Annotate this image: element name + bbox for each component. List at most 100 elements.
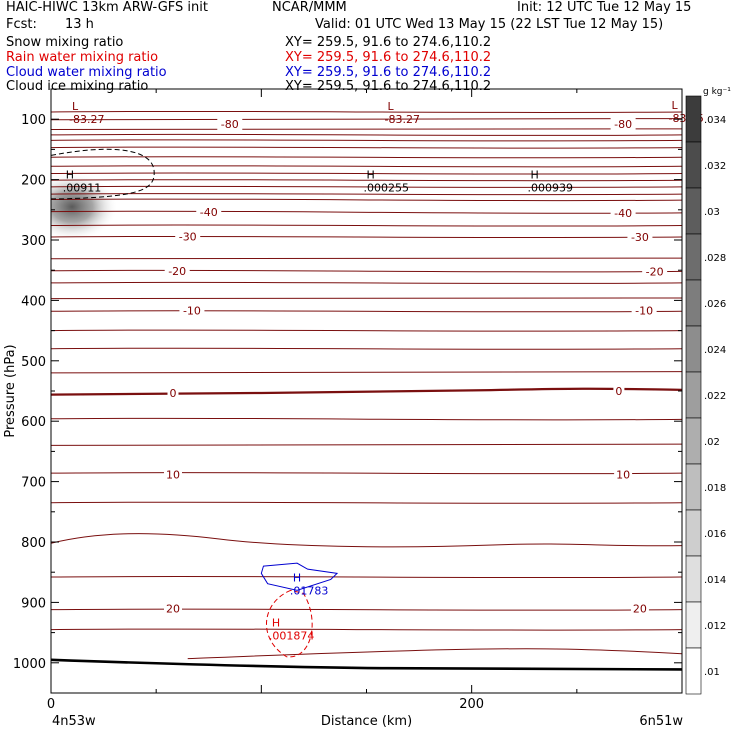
colorbar-tick-label: .014 <box>704 575 726 586</box>
colorbar-tick-label: .012 <box>704 621 726 632</box>
x-start-label: 4n53w <box>52 714 96 729</box>
colorbar-unit: g kg⁻¹ <box>703 87 731 97</box>
valid-label: Valid: 01 UTC Wed 13 May 15 (22 LST Tue … <box>315 17 664 32</box>
colorbar-tick-label: .026 <box>704 299 726 310</box>
rain-water-contour <box>265 589 313 658</box>
isotherm-label-bg <box>610 205 636 219</box>
colorbar-tick-label: .03 <box>704 207 720 218</box>
isotherm-line <box>51 165 682 168</box>
isotherm-label: 20 <box>633 602 647 615</box>
y-tick-label: 800 <box>21 536 46 551</box>
extremum-marker: L <box>388 100 395 113</box>
isotherm-line <box>51 575 682 579</box>
extremum-marker: H <box>293 571 301 584</box>
isotherm-line <box>51 210 682 214</box>
isotherm-line <box>51 608 682 611</box>
isotherm-label: -30 <box>179 230 197 243</box>
isotherm-label: -80 <box>221 118 239 131</box>
isotherm-line <box>51 235 682 239</box>
extremum-marker: H <box>66 168 74 181</box>
cloud-water-contour <box>260 562 339 591</box>
x-tick-label: 0 <box>47 697 55 712</box>
isotherm-label: -30 <box>631 231 649 244</box>
isotherm-label: 0 <box>169 387 176 400</box>
isotherm-line <box>51 110 682 114</box>
y-tick-label: 400 <box>21 294 46 309</box>
isotherm-label-bg <box>167 385 179 399</box>
isotherm-line <box>51 146 682 149</box>
isotherm-line <box>51 156 682 159</box>
colorbar-segment <box>685 417 702 465</box>
extremum-marker: H <box>531 168 539 181</box>
y-tick-label: 300 <box>21 234 46 249</box>
isotherm-line <box>51 128 682 131</box>
isotherm-line <box>51 185 682 188</box>
colorbar-segment <box>685 233 702 281</box>
snow-contour <box>51 148 155 200</box>
y-tick-label: 700 <box>21 476 46 491</box>
model-title: HAIC-HIWC 13km ARW-GFS init <box>6 0 208 15</box>
extremum-value: .00911 <box>63 181 101 194</box>
extremum-value: .000255 <box>364 181 410 194</box>
y-tick-label: 100 <box>21 113 46 128</box>
isotherm-line <box>51 198 682 202</box>
field-name-cloud-water: Cloud water mixing ratio <box>6 65 167 80</box>
isotherm-label: 20 <box>166 602 180 615</box>
colorbar-segment <box>685 463 702 511</box>
isotherm-line <box>51 133 682 136</box>
isotherm-label-bg <box>642 264 668 278</box>
y-tick-label: 1000 <box>13 657 46 672</box>
colorbar-tick-label: .02 <box>704 437 720 448</box>
colorbar-segment <box>685 555 702 603</box>
isotherm-label: -40 <box>614 207 632 220</box>
snow-shading <box>51 172 119 241</box>
extremum-value: .000939 <box>528 181 574 194</box>
isotherm-label-bg <box>631 303 657 317</box>
field-xy-cloud-water: XY= 259.5, 91.6 to 274.6,110.2 <box>285 65 492 80</box>
y-tick-label: 500 <box>21 355 46 370</box>
isotherm-line <box>51 172 682 175</box>
isotherm-label: -10 <box>183 305 201 318</box>
isotherm-label-bg <box>627 229 653 243</box>
isotherm-line <box>51 310 682 313</box>
isotherm-label-bg <box>164 263 190 277</box>
y-tick-label: 900 <box>21 596 46 611</box>
colorbar-segment <box>685 279 702 327</box>
colorbar-tick-label: .024 <box>704 345 726 356</box>
isotherm-line <box>51 257 682 260</box>
x-axis-title: Distance (km) <box>321 714 412 729</box>
fcst-value: 13 h <box>65 17 94 32</box>
colorbar-tick-label: .016 <box>704 529 726 540</box>
colorbar-segment <box>685 647 702 695</box>
isotherm-label-bg <box>179 303 205 317</box>
extremum-value: -83.27 <box>385 113 420 126</box>
isotherm-line <box>51 501 682 504</box>
isotherm-label: 10 <box>166 468 180 481</box>
isotherm-label: -20 <box>646 265 664 278</box>
isotherm-line <box>51 139 682 142</box>
isotherm-label-bg <box>610 117 636 131</box>
isotherm-line <box>51 193 682 196</box>
isotherm-label-bg <box>630 601 649 615</box>
isotherm-label: 10 <box>616 468 630 481</box>
isotherm-line <box>51 472 682 475</box>
extremum-marker: L <box>671 99 678 112</box>
extremum-marker: H <box>367 168 375 181</box>
org-label: NCAR/MMM <box>272 0 347 15</box>
isotherm-line <box>51 297 682 300</box>
isotherm-line <box>51 417 682 421</box>
isotherm-label-bg <box>614 467 633 481</box>
colorbar-segment <box>685 141 702 189</box>
extremum-marker: H <box>272 617 280 630</box>
isotherm-label: 0 <box>615 385 622 398</box>
colorbar-segment <box>685 509 702 557</box>
y-tick-label: 200 <box>21 174 46 189</box>
zero-isotherm <box>51 387 682 396</box>
isotherm-line <box>51 179 682 182</box>
colorbar-tick-label: .022 <box>704 391 726 402</box>
colorbar-tick-label: .018 <box>704 483 726 494</box>
isotherm-label: -40 <box>200 206 218 219</box>
isotherm-line <box>51 533 682 548</box>
colorbar-segment <box>685 187 702 235</box>
